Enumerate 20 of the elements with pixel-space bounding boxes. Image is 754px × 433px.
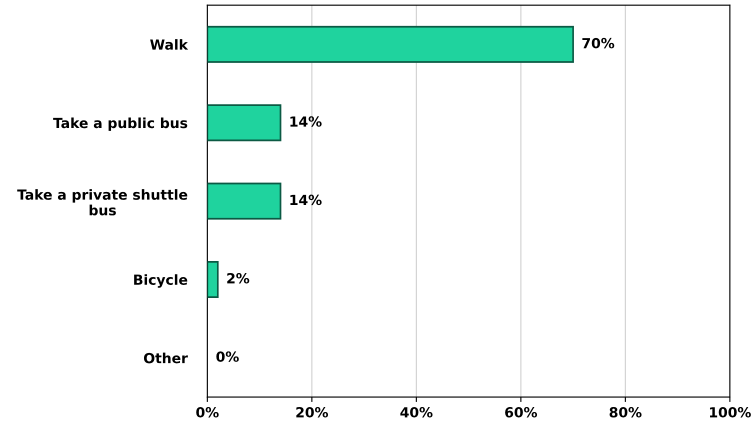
x-tick-label: 60% (505, 407, 538, 418)
y-tick-label: Bicycle (134, 274, 188, 288)
data-label: 14% (290, 194, 322, 206)
data-label: 14% (290, 116, 322, 127)
data-label: 70% (582, 38, 614, 48)
x-tick-label: 100% (710, 407, 751, 418)
data-label: 2% (227, 273, 250, 284)
bar (207, 261, 219, 298)
bar (207, 26, 574, 63)
y-tick-label: Take a private shuttle bus (17, 189, 188, 216)
x-tick-label: 0% (196, 407, 219, 418)
bar (207, 182, 282, 220)
x-tick-label: 20% (296, 407, 328, 418)
y-tick-label: Other (144, 352, 188, 364)
bar (207, 104, 282, 142)
y-tick-label: Walk (150, 39, 188, 50)
data-label: 0% (216, 351, 239, 362)
x-tick-label: 40% (400, 407, 433, 418)
y-tick-label: Take a public bus (53, 117, 188, 131)
x-tick-label: 80% (610, 407, 642, 418)
